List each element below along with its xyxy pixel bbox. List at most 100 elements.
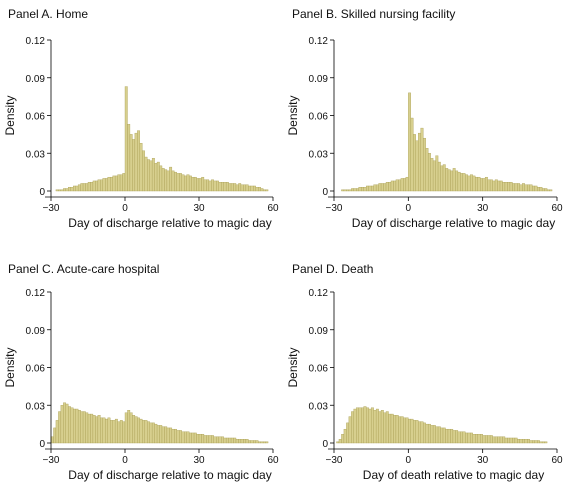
histogram-bar	[378, 411, 382, 444]
histogram-bar	[437, 426, 441, 444]
histogram-bar	[250, 185, 254, 192]
histogram-bar	[55, 420, 59, 444]
histogram-bar	[385, 182, 389, 192]
histogram-bar	[537, 440, 540, 444]
histogram-bar	[230, 183, 234, 192]
histogram-bar	[122, 173, 126, 192]
histogram-bar	[149, 422, 153, 444]
histogram-bar	[154, 423, 158, 444]
histogram-bar	[171, 170, 175, 192]
histogram-bar	[475, 434, 478, 444]
histogram-bar	[110, 176, 113, 192]
histogram-bar	[63, 188, 66, 192]
histogram-bar	[58, 411, 62, 444]
histogram-bar	[385, 411, 389, 444]
histogram-bar	[539, 187, 543, 192]
histogram-bar	[445, 428, 449, 444]
histogram-bar	[129, 134, 133, 192]
histogram-bar	[450, 170, 454, 192]
histogram-bar	[341, 189, 345, 192]
x-tick-label: −30	[43, 203, 60, 214]
x-tick-label: 0	[406, 203, 412, 214]
histogram-bar	[179, 430, 182, 444]
histogram-bar	[482, 178, 486, 192]
histogram-bar	[492, 180, 496, 192]
histogram-bar	[193, 176, 197, 192]
histogram-bar	[415, 140, 419, 192]
histogram-bar	[208, 435, 212, 444]
histogram-bar	[408, 418, 411, 444]
histogram-bar	[338, 439, 342, 444]
histogram-bar	[65, 188, 69, 192]
histogram-bar	[240, 439, 244, 444]
bars	[336, 406, 548, 444]
histogram-bar	[465, 174, 468, 192]
histogram-bar	[166, 427, 170, 444]
histogram-bar	[527, 184, 530, 192]
histogram-bar	[405, 176, 409, 192]
histogram-bar	[452, 430, 456, 444]
panel-b: Panel B. Skilled nursing facility Density…	[286, 7, 563, 230]
histogram-bar	[97, 415, 101, 444]
histogram-bar	[102, 178, 106, 192]
histogram-bar	[117, 421, 121, 444]
x-axis-label: Day of discharge relative to magic day	[68, 216, 271, 230]
histogram-bar	[390, 180, 394, 192]
histogram-bar	[134, 416, 138, 444]
histogram-bar	[435, 155, 439, 192]
histogram-bar	[502, 436, 506, 444]
y-axis-label: Density	[286, 347, 300, 387]
bars	[55, 86, 269, 192]
histogram-bar	[156, 425, 160, 444]
x-tick-label: 30	[477, 203, 489, 214]
histogram-bar	[92, 180, 96, 192]
histogram-bar	[470, 174, 473, 192]
histogram-bar	[164, 169, 168, 192]
histogram-bar	[524, 439, 528, 444]
y-axis-label: Density	[3, 95, 17, 135]
y-tick-label: 0.03	[26, 149, 46, 160]
histogram-bar	[139, 418, 143, 444]
x-tick-label: 60	[267, 203, 279, 214]
histogram-bar	[211, 435, 214, 444]
histogram-bar	[151, 422, 155, 444]
y-tick-label: 0.06	[309, 364, 329, 375]
x-axis-label: Day of discharge relative to magic day	[352, 216, 555, 230]
y-tick-label: 0.12	[26, 36, 46, 47]
histogram-bar	[255, 440, 259, 444]
histogram-bar	[77, 184, 81, 192]
panel-title: Panel D. Death	[292, 262, 373, 276]
y-tick-label: 0.12	[309, 288, 329, 299]
histogram-bar	[243, 184, 247, 192]
histogram-bar	[112, 420, 116, 444]
histogram-bar	[151, 158, 155, 192]
histogram-bar	[373, 184, 377, 192]
histogram-bar	[201, 176, 205, 192]
histogram-bar	[196, 178, 200, 192]
histogram-bar	[97, 179, 101, 192]
y-axis-label: Density	[286, 95, 300, 135]
histogram-bar	[363, 406, 367, 444]
panel-d: Panel D. Death Density Day of death relati…	[286, 262, 563, 482]
histogram-bar	[112, 175, 116, 192]
panel-title: Panel B. Skilled nursing facility	[292, 7, 455, 21]
histogram-bar	[134, 132, 138, 192]
histogram-bar	[373, 410, 377, 444]
histogram-bar	[380, 410, 384, 444]
y-tick-label: 0.09	[26, 74, 46, 85]
histogram-bar	[440, 165, 444, 192]
histogram-bar	[375, 408, 379, 444]
histogram-bar	[198, 434, 202, 444]
histogram-bar	[105, 178, 108, 192]
histogram-bar	[512, 183, 516, 192]
histogram-bar	[233, 437, 237, 444]
bars	[341, 92, 553, 192]
histogram-bar	[95, 416, 99, 444]
histogram-bar	[351, 411, 354, 444]
histogram-bar	[184, 431, 187, 444]
histogram-bar	[415, 420, 419, 444]
histogram-bar	[341, 434, 345, 444]
histogram-bar	[201, 434, 205, 444]
histogram-bar	[149, 160, 153, 192]
